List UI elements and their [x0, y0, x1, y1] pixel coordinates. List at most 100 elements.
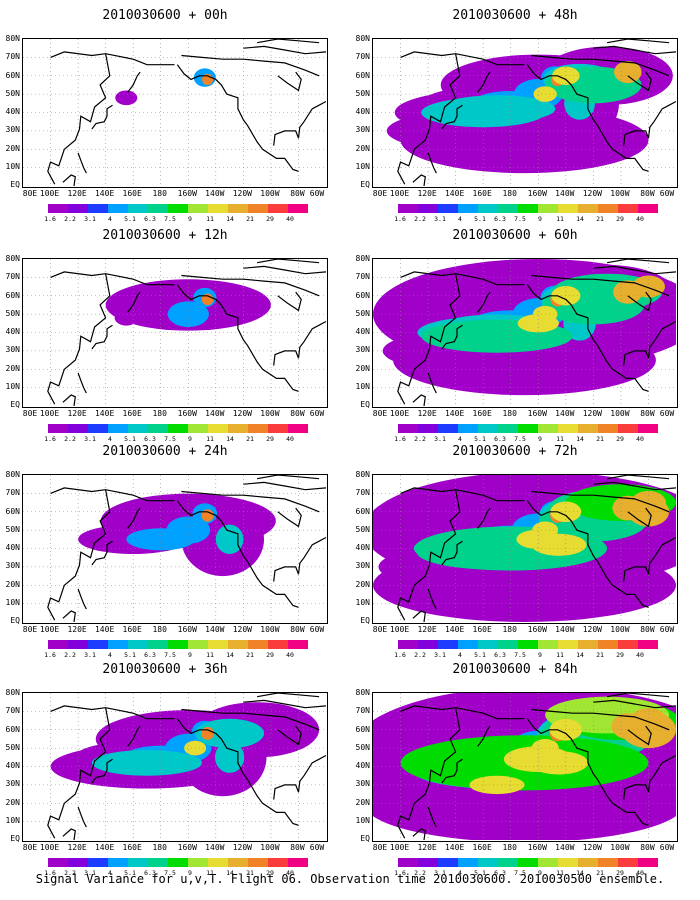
longitude-tick-label: 80W [640, 189, 655, 198]
colorbar-swatch [538, 424, 558, 433]
latitude-tick-label: 10N [355, 161, 370, 171]
colorbar-swatch [68, 424, 88, 433]
longitude-tick-label: 180 [152, 189, 167, 198]
variance-field-region [214, 741, 245, 773]
colorbar-tick-label: 1.6 [394, 869, 406, 877]
colorbar-tick-label: 5.1 [124, 435, 136, 443]
colorbar-tick-label: 3.1 [434, 869, 446, 877]
colorbar-swatch [478, 424, 498, 433]
longitude-tick-label: 160W [527, 843, 547, 852]
latitude-tick-label: 60N [5, 724, 20, 734]
colorbar-swatch [88, 640, 108, 649]
colorbar-tick-label: 1.6 [44, 215, 56, 223]
latitude-tick-label: 50N [355, 308, 370, 318]
longitude-tick-label: 180 [152, 625, 167, 634]
colorbar-swatch [458, 858, 478, 867]
longitude-tick-label: 60W [309, 409, 325, 418]
colorbar-swatch [598, 640, 618, 649]
latitude-tick-label: 10N [5, 381, 20, 391]
longitude-tick-label: 60W [659, 843, 675, 852]
colorbar-tick-label: 3.1 [84, 651, 96, 659]
longitude-tick-label: 160E [472, 843, 492, 852]
colorbar-swatch [148, 204, 168, 213]
latitude-axis: 80N 70N 60N 50N 40N 30N 20N 10N EQ [350, 688, 372, 843]
colorbar-tick-label: 6.3 [144, 435, 156, 443]
coastline [397, 489, 461, 621]
colorbar-tick-label: 1.6 [394, 651, 406, 659]
colorbar-tick-label: 3.1 [84, 215, 96, 223]
latitude-tick-label: EQ [10, 400, 20, 409]
map-panel: 2010030600 + 60h 80N 70N 60N 50N 40N 30N 20N 10N… [350, 228, 680, 443]
colorbar-tick-label: 11 [206, 435, 214, 443]
longitude-tick-label: 120E [67, 189, 87, 198]
colorbar-swatch [208, 424, 228, 433]
coastline [606, 39, 670, 44]
colorbar-tick-label: 14 [576, 435, 584, 443]
colorbar-swatch [478, 640, 498, 649]
latitude-tick-label: EQ [360, 180, 370, 189]
latitude-axis: 80N 70N 60N 50N 40N 30N 20N 10N EQ [0, 34, 22, 189]
longitude-tick-label: 160W [177, 843, 197, 852]
latitude-tick-label: 60N [355, 70, 370, 80]
longitude-tick-label: 60W [659, 409, 675, 418]
coastline [477, 725, 491, 747]
latitude-tick-label: 60N [5, 290, 20, 300]
latitude-tick-label: 60N [355, 290, 370, 300]
latitude-tick-label: 50N [355, 524, 370, 534]
coastline [623, 100, 676, 146]
latitude-tick-label: 70N [355, 706, 370, 716]
longitude-tick-label: 160E [122, 625, 142, 634]
map-panel: 2010030600 + 00h 80N 70N 60N 50N 40N 30N 20N 10N… [0, 8, 330, 223]
colorbar-tick-label: 11 [206, 651, 214, 659]
colorbar-swatch [188, 424, 208, 433]
latitude-tick-label: 70N [5, 272, 20, 282]
map-canvas [23, 475, 326, 622]
latitude-axis: 80N 70N 60N 50N 40N 30N 20N 10N EQ [0, 688, 22, 843]
colorbar-swatch [228, 424, 248, 433]
latitude-tick-label: 10N [5, 597, 20, 607]
latitude-tick-label: 70N [355, 52, 370, 62]
variance-field-region [195, 718, 265, 749]
colorbar-tick-label: 7.5 [164, 651, 176, 659]
coastline [91, 758, 113, 784]
coastline [243, 699, 326, 709]
coastline [47, 489, 111, 621]
variance-field-region [421, 97, 546, 128]
longitude-tick-label: 140W [555, 189, 575, 198]
latitude-tick-label: 10N [355, 815, 370, 825]
colorbar-swatch [518, 640, 538, 649]
coastline [412, 394, 426, 406]
colorbar [398, 204, 658, 213]
latitude-tick-label: 70N [5, 52, 20, 62]
map-plot-area [22, 692, 328, 842]
longitude-tick-label: 120W [582, 189, 602, 198]
map-plot-area [372, 258, 678, 408]
latitude-tick-label: 70N [5, 706, 20, 716]
coastline [50, 487, 175, 502]
coastline [77, 806, 87, 828]
longitude-tick-label: 80E [372, 625, 388, 634]
map-panel: 2010030600 + 72h 80N 70N 60N 50N 40N 30N 20N 10N… [350, 444, 680, 659]
longitude-tick-label: 80E [372, 843, 388, 852]
longitude-tick-label: 120W [232, 625, 252, 634]
variance-field-region [91, 749, 203, 776]
colorbar-swatch [248, 424, 268, 433]
variance-field-region [531, 533, 587, 556]
colorbar-swatch [48, 858, 68, 867]
colorbar-swatch [438, 858, 458, 867]
longitude-axis: 80E 100E 120E 140E 160E 180 160W 140W 120W 100W 80… [22, 625, 328, 635]
colorbar-swatch [558, 204, 578, 213]
longitude-tick-label: 120E [67, 843, 87, 852]
coastline [256, 693, 320, 698]
colorbar-tick-label: 2.2 [64, 215, 76, 223]
colorbar-swatch [498, 204, 518, 213]
colorbar-tick-label: 9 [538, 435, 542, 443]
colorbar-swatch [68, 640, 88, 649]
coastline [427, 372, 437, 394]
colorbar [398, 640, 658, 649]
colorbar-tick-label: 1.6 [44, 435, 56, 443]
colorbar-tick-label: 2.2 [64, 869, 76, 877]
longitude-tick-label: 120E [417, 409, 437, 418]
colorbar-labels: 1.6 2.2 3.1 4 5.1 6.3 7.5 9 11 14 21 29 40 [44, 651, 328, 659]
colorbar-tick-label: 5.1 [474, 869, 486, 877]
